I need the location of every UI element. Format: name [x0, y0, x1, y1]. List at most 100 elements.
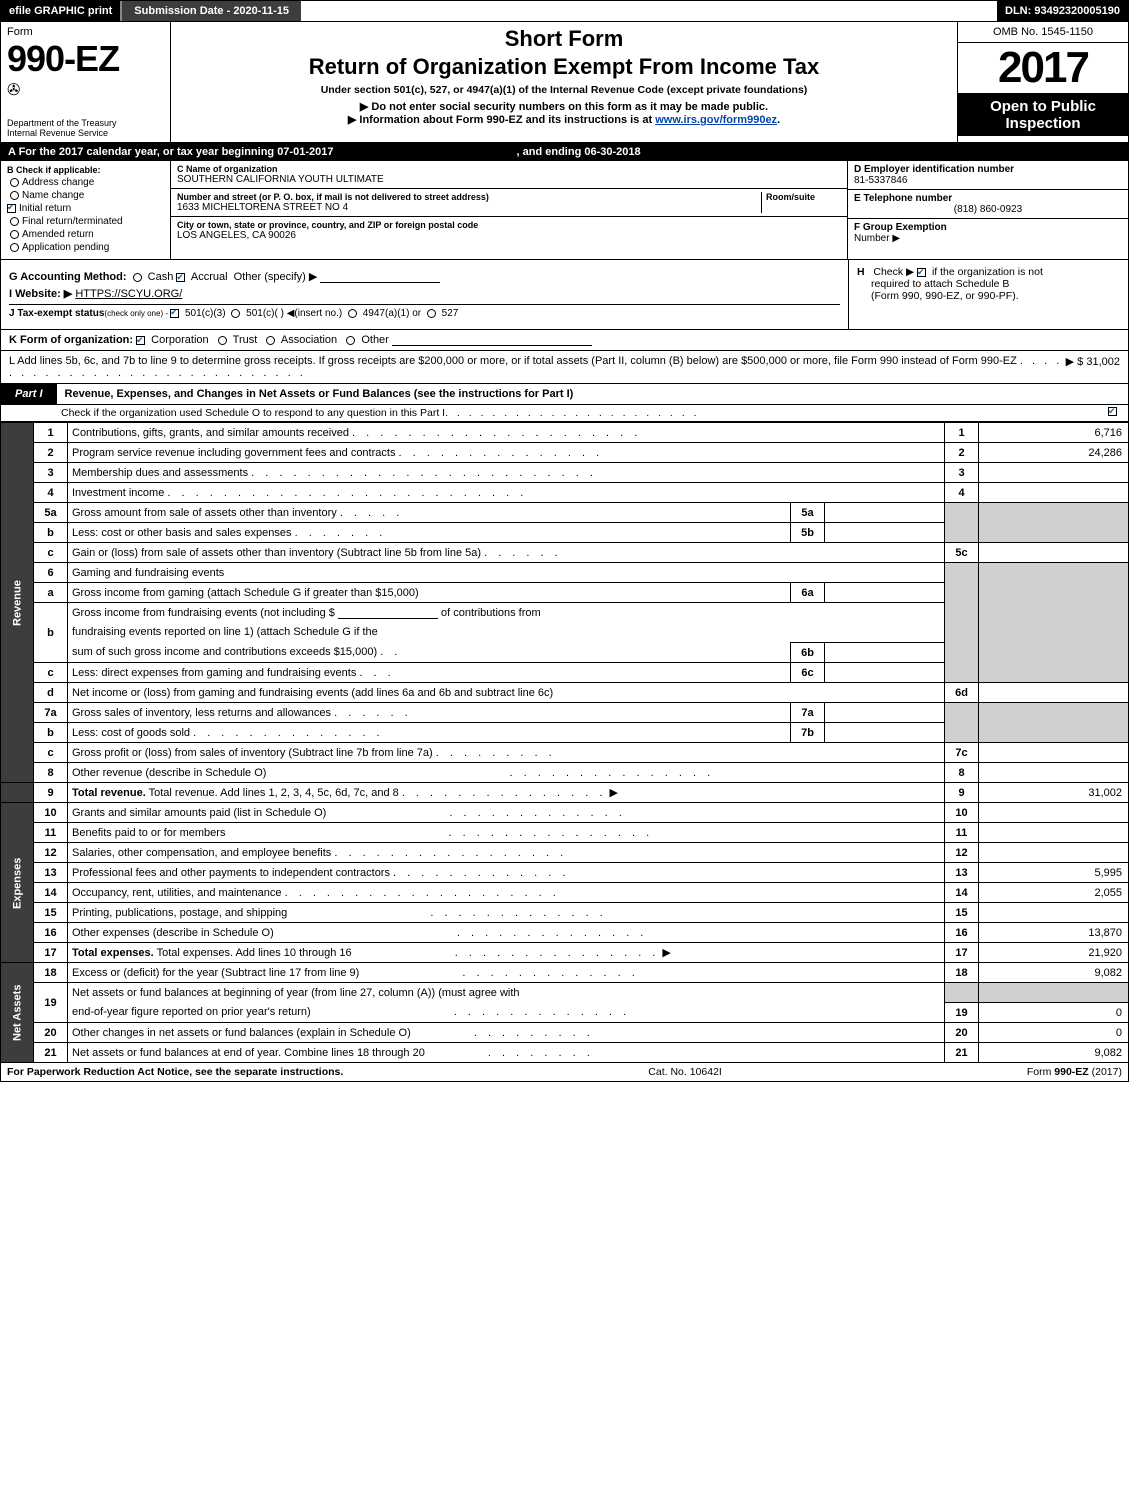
line-16: 16 Other expenses (describe in Schedule …: [1, 923, 1129, 943]
info-about: ▶ Information about Form 990-EZ and its …: [179, 113, 949, 126]
gross-receipts-row: L Add lines 5b, 6c, and 7b to line 9 to …: [0, 351, 1129, 384]
501c-radio[interactable]: [231, 309, 240, 318]
l-text: L Add lines 5b, 6c, and 7b to line 9 to …: [9, 355, 1017, 367]
other-radio[interactable]: [346, 336, 355, 345]
part1-header: Part I Revenue, Expenses, and Changes in…: [0, 384, 1129, 405]
period-begin: A For the 2017 calendar year, or tax yea…: [8, 146, 333, 158]
line-8: 8 Other revenue (describe in Schedule O)…: [1, 763, 1129, 783]
schedule-o-row: Check if the organization used Schedule …: [0, 405, 1129, 422]
assoc-radio[interactable]: [266, 336, 275, 345]
cash-radio[interactable]: [133, 273, 142, 282]
dln-label: DLN: 93492320005190: [997, 1, 1128, 21]
corp-check[interactable]: [136, 336, 145, 345]
part1-label: Part I: [1, 384, 57, 404]
part1-title: Revenue, Expenses, and Changes in Net As…: [57, 384, 1128, 404]
f-label2: Number ▶: [854, 233, 900, 244]
line-11: 11 Benefits paid to or for members . . .…: [1, 823, 1129, 843]
501c3-check[interactable]: [170, 309, 179, 318]
section-c-entity: C Name of organization SOUTHERN CALIFORN…: [171, 161, 848, 259]
trust-radio[interactable]: [218, 336, 227, 345]
addr-value: 1633 MICHELTORENA STREET NO 4: [177, 202, 761, 213]
accrual-check[interactable]: [176, 273, 185, 282]
line-2: 2 Program service revenue including gove…: [1, 443, 1129, 463]
schedule-b-check[interactable]: [917, 268, 926, 277]
line-16-value: 13,870: [979, 923, 1129, 943]
phone-row: E Telephone number (818) 860-0923: [848, 190, 1128, 219]
line-14: 14 Occupancy, rent, utilities, and maint…: [1, 883, 1129, 903]
check-final[interactable]: Final return/terminated: [7, 216, 164, 227]
irs-link[interactable]: www.irs.gov/form990ez: [655, 114, 777, 126]
open-public-badge: Open to Public Inspection: [958, 94, 1128, 136]
accounting-method-row: G Accounting Method: Cash Accrual Other …: [9, 270, 840, 283]
b-label: B Check if applicable:: [7, 165, 164, 175]
k-label: K Form of organization:: [9, 334, 133, 346]
schedule-o-checkbox[interactable]: [1108, 407, 1117, 416]
check-amended[interactable]: Amended return: [7, 229, 164, 240]
city-value: LOS ANGELES, CA 90026: [177, 230, 841, 241]
e-label: E Telephone number: [854, 193, 1122, 204]
org-name-row: C Name of organization SOUTHERN CALIFORN…: [171, 161, 847, 189]
line-5a: 5a Gross amount from sale of assets othe…: [1, 503, 1129, 523]
paperwork-notice: For Paperwork Reduction Act Notice, see …: [7, 1066, 343, 1078]
other-org-input[interactable]: [392, 334, 592, 346]
527-radio[interactable]: [427, 309, 436, 318]
j-label: J Tax-exempt status: [9, 308, 104, 319]
short-form-title: Short Form: [179, 26, 949, 52]
top-bar: efile GRAPHIC print Submission Date - 20…: [0, 0, 1129, 22]
form-ref: Form 990-EZ (2017): [1027, 1066, 1122, 1078]
d-label: D Employer identification number: [854, 164, 1122, 175]
netassets-side-label: Net Assets: [1, 963, 34, 1063]
line-9-value: 31,002: [979, 783, 1129, 803]
line-13: 13 Professional fees and other payments …: [1, 863, 1129, 883]
line-17: 17 Total expenses. Total expenses. Add l…: [1, 943, 1129, 963]
revenue-side-label: Revenue: [1, 423, 34, 783]
city-row: City or town, state or province, country…: [171, 217, 847, 244]
line-13-value: 5,995: [979, 863, 1129, 883]
period-end: , and ending 06-30-2018: [517, 146, 641, 158]
phone-value: (818) 860-0923: [854, 204, 1122, 215]
irs-label: Internal Revenue Service: [7, 128, 164, 138]
line-12: 12 Salaries, other compensation, and emp…: [1, 843, 1129, 863]
form-number: 990-EZ: [7, 38, 164, 80]
4947-radio[interactable]: [348, 309, 357, 318]
dept-label: Department of the Treasury: [7, 118, 164, 128]
form-header: Form 990-EZ ✇ Department of the Treasury…: [0, 22, 1129, 143]
line-14-value: 2,055: [979, 883, 1129, 903]
line-15: 15 Printing, publications, postage, and …: [1, 903, 1129, 923]
other-specify-input[interactable]: [320, 271, 440, 283]
header-right: OMB No. 1545-1150 2017 Open to Public In…: [958, 22, 1128, 142]
part1-table: Revenue 1 Contributions, gifts, grants, …: [0, 422, 1129, 1063]
l-amount: ▶ $ 31,002: [1066, 355, 1120, 379]
line-7a: 7a Gross sales of inventory, less return…: [1, 703, 1129, 723]
line-10: Expenses 10 Grants and similar amounts p…: [1, 803, 1129, 823]
meta-block: G Accounting Method: Cash Accrual Other …: [0, 260, 1129, 330]
line-1-value: 6,716: [979, 423, 1129, 443]
footer: For Paperwork Reduction Act Notice, see …: [0, 1063, 1129, 1082]
period-row: A For the 2017 calendar year, or tax yea…: [0, 143, 1129, 161]
section-b-checks: B Check if applicable: Address change Na…: [1, 161, 171, 259]
line-19-value: 0: [979, 1003, 1129, 1023]
website-row: I Website: ▶ HTTPS://SCYU.ORG/: [9, 287, 840, 300]
efile-print-button[interactable]: efile GRAPHIC print: [1, 1, 120, 21]
line-21-value: 9,082: [979, 1043, 1129, 1063]
form-label: Form: [7, 26, 164, 38]
submission-date-button[interactable]: Submission Date - 2020-11-15: [120, 1, 301, 21]
section-h: H Check ▶ if the organization is not req…: [848, 260, 1128, 329]
addr-label: Number and street (or P. O. box, if mail…: [177, 192, 761, 202]
line-21: 21 Net assets or fund balances at end of…: [1, 1043, 1129, 1063]
header-left: Form 990-EZ ✇ Department of the Treasury…: [1, 22, 171, 142]
check-address[interactable]: Address change: [7, 177, 164, 188]
line-1: Revenue 1 Contributions, gifts, grants, …: [1, 423, 1129, 443]
check-pending[interactable]: Application pending: [7, 242, 164, 253]
h-label: H: [857, 266, 865, 278]
line-2-value: 24,286: [979, 443, 1129, 463]
room-label: Room/suite: [766, 192, 841, 202]
org-name: SOUTHERN CALIFORNIA YOUTH ULTIMATE: [177, 174, 841, 185]
line-7c: c Gross profit or (loss) from sales of i…: [1, 743, 1129, 763]
line-17-value: 21,920: [979, 943, 1129, 963]
line-19-2: end-of-year figure reported on prior yea…: [1, 1003, 1129, 1023]
check-name[interactable]: Name change: [7, 190, 164, 201]
entity-block: B Check if applicable: Address change Na…: [0, 161, 1129, 260]
line-20: 20 Other changes in net assets or fund b…: [1, 1023, 1129, 1043]
check-initial[interactable]: Initial return: [7, 203, 164, 214]
